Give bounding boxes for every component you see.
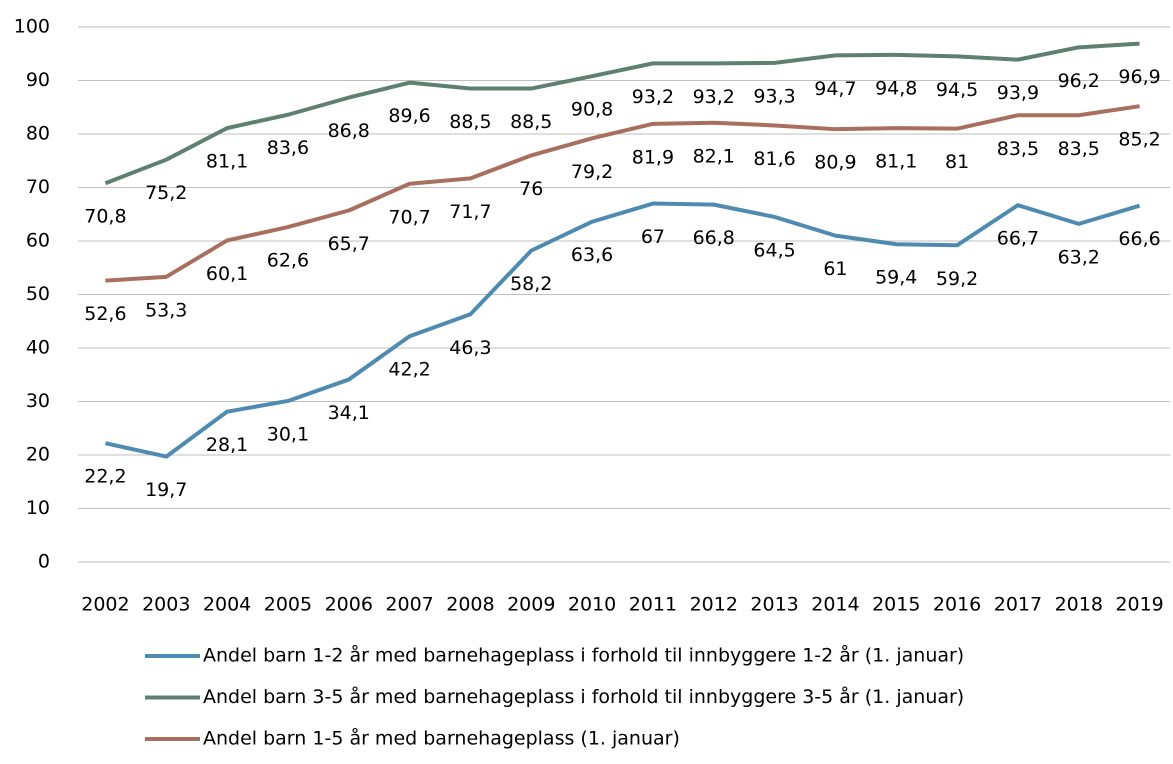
x-tick-label: 2013 <box>750 594 798 616</box>
data-label: 94,5 <box>936 79 978 101</box>
data-label: 81,1 <box>206 151 248 173</box>
series-line <box>104 201 1141 459</box>
x-tick-label: 2009 <box>507 594 555 616</box>
x-tick-label: 2010 <box>568 594 616 616</box>
x-tick-label: 2014 <box>811 594 859 616</box>
legend-label: Andel barn 1-5 år med barnehageplass (1.… <box>203 727 680 750</box>
data-label: 80,9 <box>814 152 856 174</box>
data-label: 88,5 <box>449 111 491 133</box>
data-label: 66,6 <box>1118 228 1160 250</box>
y-tick-label: 40 <box>26 337 50 359</box>
x-tick-label: 2003 <box>142 594 190 616</box>
x-tick-label: 2017 <box>994 594 1042 616</box>
data-label: 96,2 <box>1058 70 1100 92</box>
data-label: 82,1 <box>693 145 735 167</box>
data-label: 94,8 <box>875 77 917 99</box>
data-label: 34,1 <box>328 402 370 424</box>
x-tick-label: 2008 <box>446 594 494 616</box>
data-label: 59,2 <box>936 268 978 290</box>
data-label: 67 <box>641 226 665 248</box>
data-label: 66,8 <box>693 227 735 249</box>
data-label: 63,2 <box>1058 246 1100 268</box>
data-label: 90,8 <box>571 99 613 121</box>
data-label: 83,5 <box>997 138 1039 160</box>
data-label: 85,2 <box>1118 129 1160 151</box>
y-tick-label: 90 <box>26 69 50 91</box>
data-label: 93,2 <box>632 86 674 108</box>
y-tick-label: 30 <box>26 390 50 412</box>
data-label: 46,3 <box>449 337 491 359</box>
y-tick-label: 100 <box>14 16 50 38</box>
y-tick-label: 0 <box>38 551 50 573</box>
data-label: 89,6 <box>388 105 430 127</box>
data-label: 63,6 <box>571 244 613 266</box>
data-label: 60,1 <box>206 263 248 285</box>
data-label: 61 <box>823 258 847 280</box>
data-label: 76 <box>519 178 543 200</box>
data-label: 86,8 <box>328 120 370 142</box>
data-label: 22,2 <box>84 466 126 488</box>
y-tick-label: 10 <box>26 497 50 519</box>
x-tick-label: 2015 <box>872 594 920 616</box>
data-label: 71,7 <box>449 201 491 223</box>
x-tick-label: 2005 <box>264 594 312 616</box>
data-label: 52,6 <box>84 303 126 325</box>
data-label: 30,1 <box>267 423 309 445</box>
data-label: 83,5 <box>1058 138 1100 160</box>
data-label: 81,9 <box>632 146 674 168</box>
x-tick-label: 2012 <box>690 594 738 616</box>
x-tick-label: 2007 <box>385 594 433 616</box>
data-label: 96,9 <box>1118 66 1160 88</box>
data-label: 64,5 <box>753 239 795 261</box>
data-label: 93,3 <box>753 85 795 107</box>
x-tick-label: 2002 <box>81 594 129 616</box>
y-tick-label: 80 <box>26 123 50 145</box>
data-label: 70,8 <box>84 206 126 228</box>
data-label: 93,2 <box>693 86 735 108</box>
data-label: 81 <box>945 151 969 173</box>
data-label: 62,6 <box>267 250 309 272</box>
data-label: 88,5 <box>510 111 552 133</box>
data-label: 42,2 <box>388 359 430 381</box>
x-tick-label: 2019 <box>1115 594 1163 616</box>
x-tick-label: 2016 <box>933 594 981 616</box>
x-tick-label: 2018 <box>1055 594 1103 616</box>
data-label: 66,7 <box>997 228 1039 250</box>
y-tick-label: 20 <box>26 444 50 466</box>
data-label: 65,7 <box>328 233 370 255</box>
legend-label: Andel barn 1-2 år med barnehageplass i f… <box>203 644 964 667</box>
legend-label: Andel barn 3-5 år med barnehageplass i f… <box>203 685 964 708</box>
series-line <box>105 104 1140 283</box>
data-label: 75,2 <box>145 182 187 204</box>
data-label: 58,2 <box>510 273 552 295</box>
data-label: 94,7 <box>814 78 856 100</box>
data-label: 70,7 <box>388 206 430 228</box>
data-label: 79,2 <box>571 161 613 183</box>
y-tick-label: 60 <box>26 230 50 252</box>
data-label: 59,4 <box>875 267 917 289</box>
data-label: 93,9 <box>997 82 1039 104</box>
x-tick-label: 2011 <box>629 594 677 616</box>
series-line <box>104 41 1140 186</box>
data-label: 53,3 <box>145 299 187 321</box>
y-tick-label: 70 <box>26 176 50 198</box>
data-label: 83,6 <box>267 137 309 159</box>
data-label: 19,7 <box>145 479 187 501</box>
x-tick-label: 2004 <box>203 594 251 616</box>
data-label: 81,1 <box>875 151 917 173</box>
x-tick-label: 2006 <box>325 594 373 616</box>
data-label: 81,6 <box>753 148 795 170</box>
y-tick-label: 50 <box>26 283 50 305</box>
data-label: 28,1 <box>206 434 248 456</box>
